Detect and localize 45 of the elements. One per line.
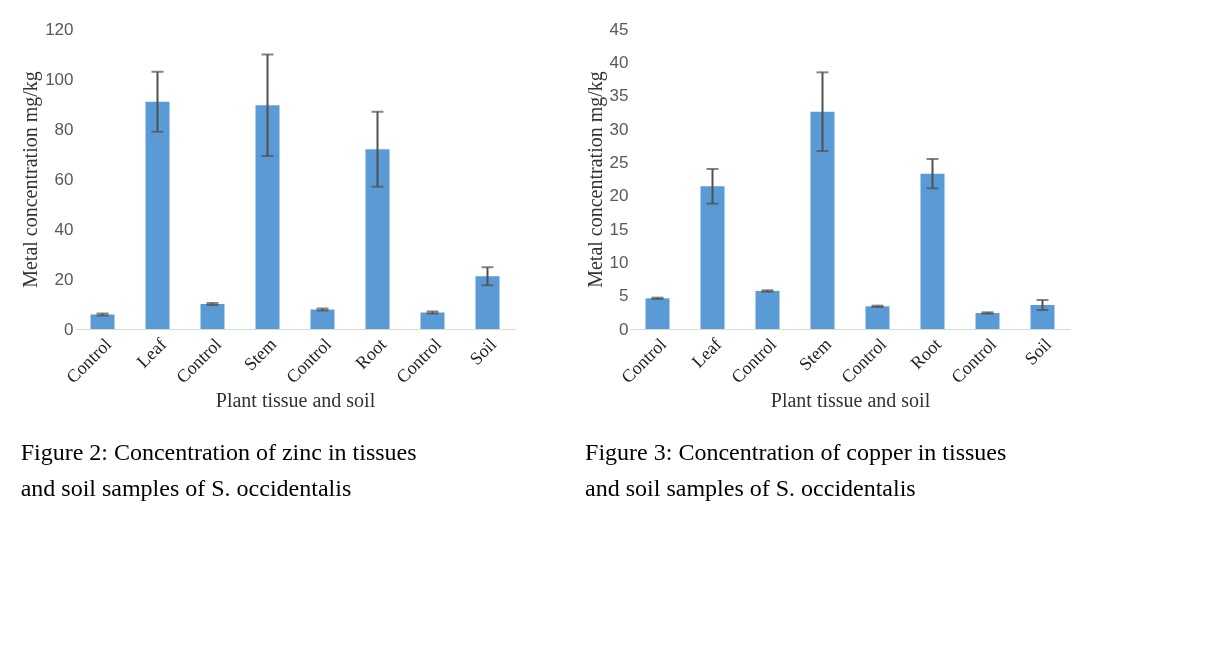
x-tick-label: Soil [1020,334,1056,369]
y-tick-label: 60 [54,169,74,189]
x-axis-title: Plant tissue and soil [215,389,376,412]
y-axis-title: Metal concentration mg/kg [19,71,43,288]
bar [255,105,280,329]
y-tick-label: 100 [45,69,74,89]
y-tick-label: 30 [609,119,629,139]
bar [975,313,1000,329]
y-tick-label: 5 [619,286,629,306]
bar [700,186,725,329]
y-tick-label: 120 [45,19,74,39]
x-tick-label: Root [351,334,391,373]
bar [310,309,335,329]
y-tick-label: 40 [609,52,629,72]
y-tick-label: 80 [54,119,74,139]
y-tick-label: 0 [64,319,74,339]
y-tick-label: 10 [609,252,629,272]
bar [475,276,500,329]
bar [755,291,780,329]
y-axis-title: Metal concentration mg/kg [583,71,607,288]
bar [810,111,835,329]
y-tick-label: 25 [609,152,629,172]
bar [365,149,390,329]
bar [90,314,115,329]
bar [200,304,225,329]
x-tick-label: Stem [239,334,281,375]
bar [1030,305,1055,329]
x-tick-label: Root [906,334,946,373]
y-tick-label: 20 [54,269,74,289]
y-tick-label: 0 [619,319,629,339]
y-tick-label: 35 [609,86,629,106]
bar [865,306,890,329]
y-tick-label: 15 [609,219,629,239]
x-tick-label: Soil [465,334,501,369]
y-tick-label: 45 [609,19,629,39]
bar [920,173,945,329]
x-axis-title: Plant tissue and soil [770,389,931,412]
y-tick-label: 20 [609,186,629,206]
bar [145,101,170,329]
caption: Figure 2: Concentration of zinc in tissues and soil samples of S. occidentalis [20,438,417,501]
x-tick-label: Stem [794,334,836,375]
bar [420,312,445,329]
y-tick-label: 40 [54,219,74,239]
caption: Figure 3: Concentration of copper in tissues and soil samples of S. occidentalis [585,438,1007,501]
bar [645,298,670,329]
